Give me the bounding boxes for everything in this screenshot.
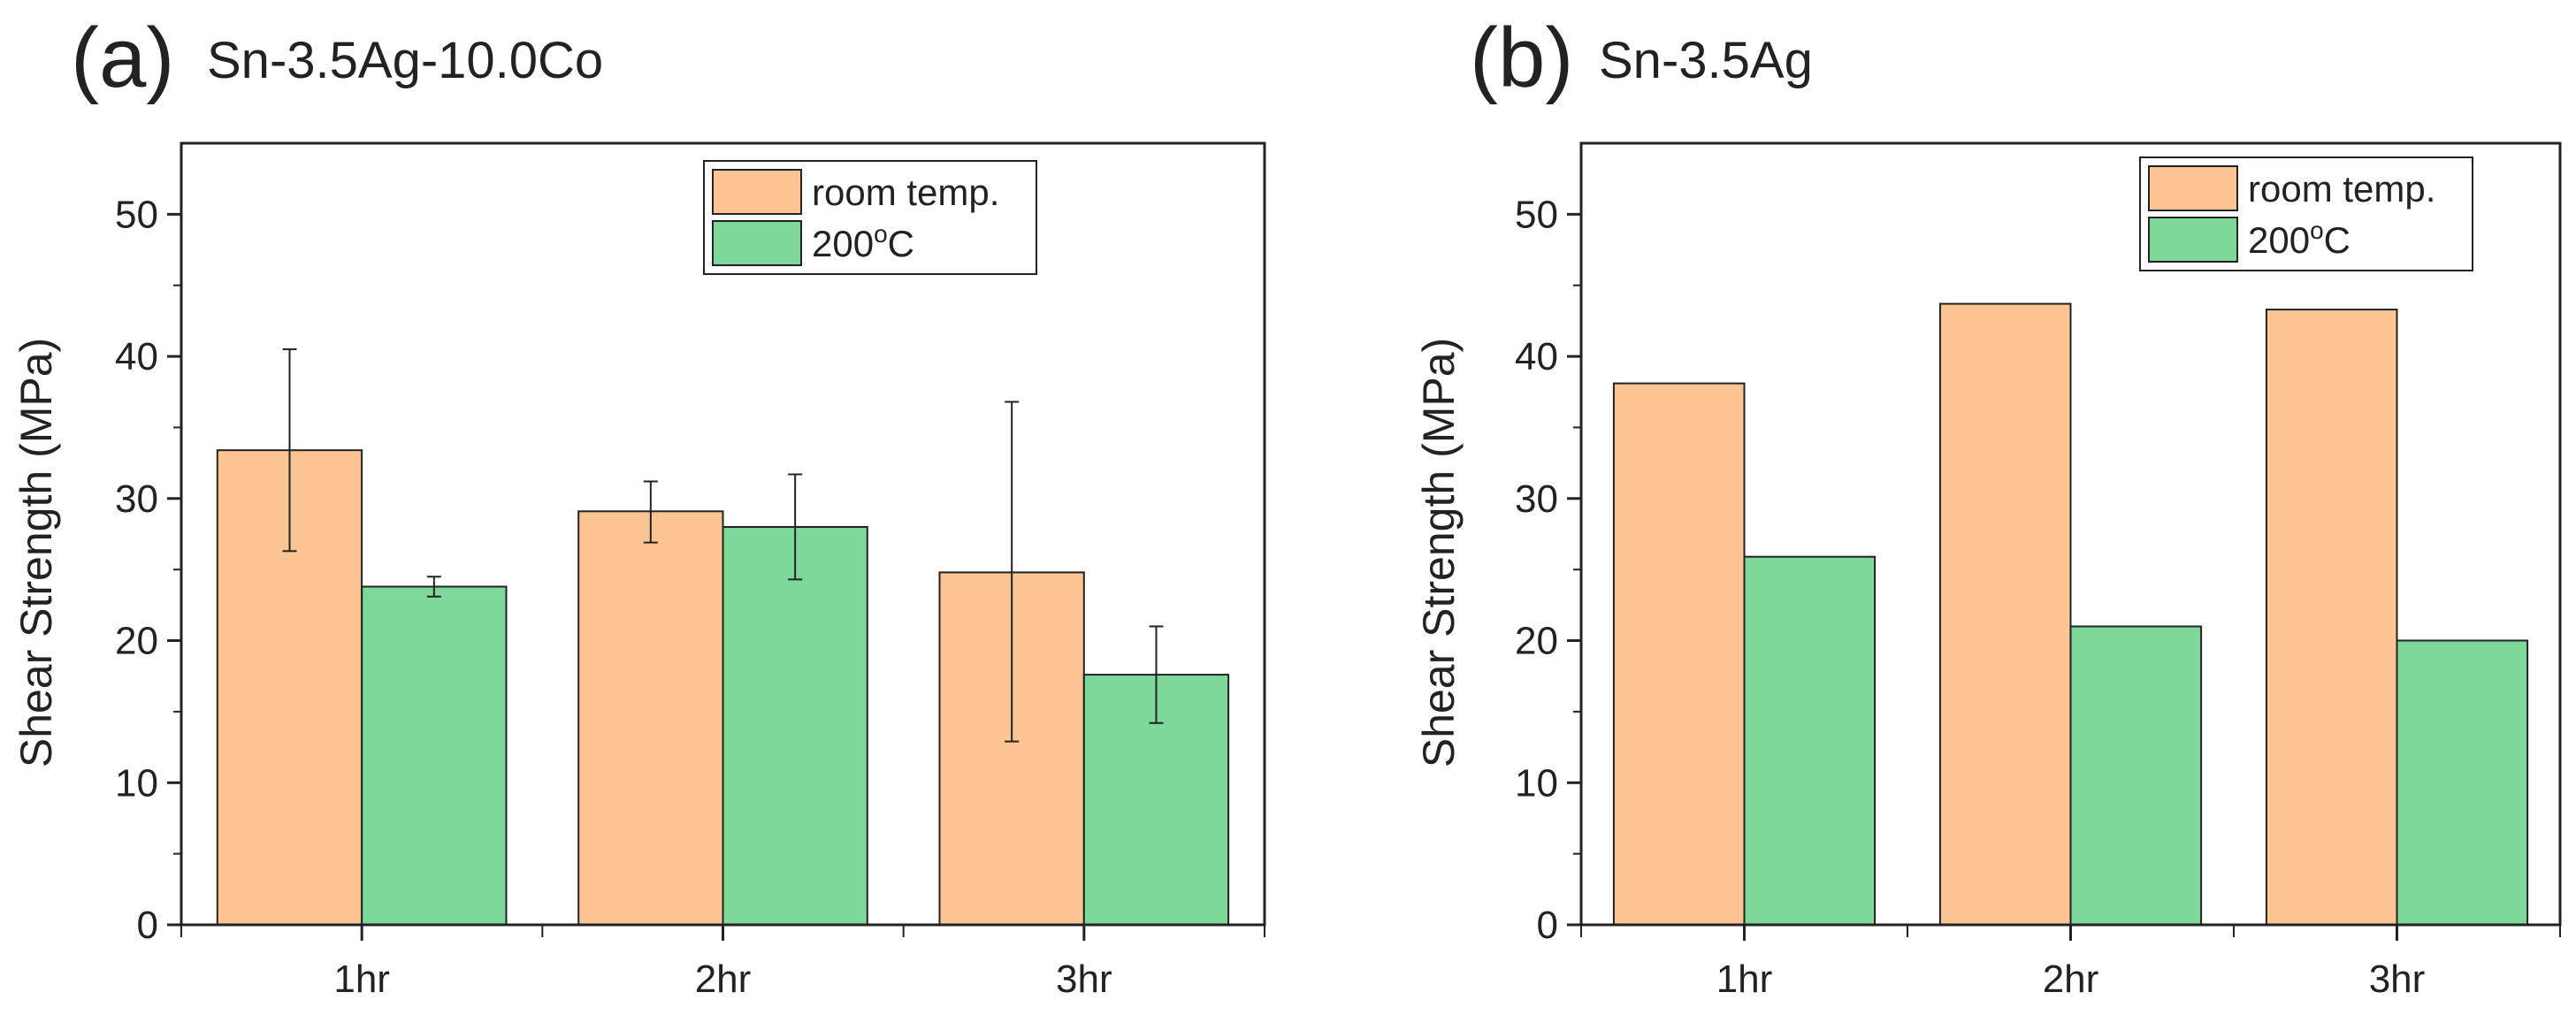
panel-a-letter: (a) [71, 11, 174, 105]
panel-b-ytick-label-50: 50 [1515, 193, 1558, 236]
panel-a-xtick-label-3hr: 3hr [1056, 958, 1112, 1001]
panel-a-bar-200c-2hr [722, 526, 868, 926]
panel-a-ytick-label-50: 50 [115, 193, 158, 236]
panel-b-plot: 0 10 20 30 40 50 1hr 2hr 3hr room temp. 200oC [1515, 141, 2562, 1001]
panel-b-legend-swatch-200c [2148, 217, 2238, 263]
panel-b-ytick-label-40: 40 [1515, 335, 1558, 378]
panel-a-legend-swatch-room-temp [712, 169, 802, 215]
panel-a-ytick-label-0: 0 [137, 904, 158, 947]
panel-b-letter: (b) [1470, 11, 1573, 105]
panel-a-legend: room temp. 200oC [703, 160, 1037, 275]
panel-b-xtick-label-3hr: 3hr [2369, 958, 2426, 1001]
panel-a-bar-200c-1hr [361, 585, 508, 926]
panel-b-bar-room-temp-2hr [1938, 302, 2072, 927]
panel-b-bar-room-temp-3hr [2265, 309, 2398, 927]
panel-b-bar-200c-2hr [2069, 625, 2203, 926]
panel-b-ytick-label-10: 10 [1515, 761, 1558, 805]
panel-a-errorbar-room-temp-3hr [1005, 401, 1020, 743]
panel-b-legend: room temp. 200oC [2139, 156, 2473, 271]
panel-a-errorbar-room-temp-1hr [282, 348, 297, 553]
panel-b-xtick-label-2hr: 2hr [2043, 958, 2099, 1001]
panel-a-legend-swatch-200c [712, 220, 802, 266]
panel-a-ytick-label-20: 20 [115, 620, 158, 663]
panel-b-ylabel: Shear Strength (MPa) [1414, 338, 1464, 767]
panel-b-ytick-label-30: 30 [1515, 477, 1558, 521]
panel-a-errorbar-room-temp-2hr [643, 480, 658, 544]
panel-a-errorbar-200c-2hr [788, 473, 803, 581]
panel-a-ytick-label-40: 40 [115, 335, 158, 378]
panel-a-xtick-label-1hr: 1hr [333, 958, 390, 1001]
panel-a-bar-room-temp-2hr [577, 510, 724, 926]
panel-a-ytick-label-10: 10 [115, 761, 158, 805]
panel-b-ytick-label-0: 0 [1537, 904, 1558, 947]
panel-a-errorbar-200c-1hr [426, 576, 441, 598]
panel-a-plot: 0 10 20 30 40 50 1hr 2hr 3hr room temp. 200oC [115, 141, 1266, 1001]
panel-b-bar-room-temp-1hr [1612, 382, 1746, 927]
panel-b-legend-swatch-room-temp [2148, 165, 2238, 211]
panel-b-xtick-label-1hr: 1hr [1716, 958, 1773, 1001]
panel-b-legend-label-200c: 200oC [2248, 217, 2351, 261]
panel-b-legend-label-room-temp: room temp. [2248, 168, 2435, 210]
panel-a-legend-label-room-temp: room temp. [812, 172, 999, 213]
panel-a-errorbar-200c-3hr [1149, 625, 1164, 724]
panel-a-ytick-label-30: 30 [115, 477, 158, 521]
panel-b-bar-200c-1hr [1743, 555, 1877, 926]
panel-a-title: Sn-3.5Ag-10.0Co [207, 32, 603, 89]
panel-a-ylabel: Shear Strength (MPa) [11, 338, 61, 767]
panel-a-legend-label-200c: 200oC [812, 220, 914, 264]
panel-b-title: Sn-3.5Ag [1599, 32, 1813, 89]
panel-b-bar-200c-3hr [2396, 639, 2529, 926]
panel-a-xtick-label-2hr: 2hr [695, 958, 752, 1001]
panel-b-ytick-label-20: 20 [1515, 620, 1558, 663]
